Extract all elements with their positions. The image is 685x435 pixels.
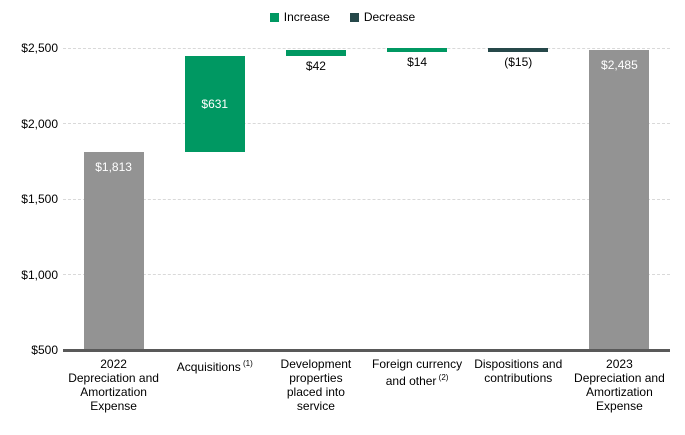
footnote-marker: (1) [240, 359, 253, 368]
footnote-marker: (2) [436, 373, 449, 382]
chart-legend: Increase Decrease [0, 10, 685, 24]
increase-swatch-icon [269, 12, 279, 22]
y-axis-tick-label: $1,000 [21, 267, 58, 282]
decrease-swatch-icon [349, 12, 359, 22]
bar-2-increase [184, 56, 245, 152]
gridline-1500 [63, 198, 670, 200]
gridline-2000 [63, 123, 670, 124]
bar-value-label: $2,485 [601, 58, 638, 73]
x-axis-category-label: Foreign currency and other (2) [372, 357, 463, 388]
bar-3-increase [285, 50, 346, 57]
x-axis-line [63, 348, 670, 352]
bar-1-neutral [83, 151, 144, 350]
bar-value-label: $14 [407, 55, 428, 69]
y-axis-tick-label: $1,500 [21, 192, 58, 206]
legend-item-increase: Increase [269, 10, 330, 24]
bar-value-label: $631 [201, 97, 229, 112]
legend-label: Decrease [363, 10, 416, 24]
x-axis-category-label: 2022 Depreciation and Amortization Expense [68, 357, 159, 413]
gridline-2500 [63, 47, 670, 49]
bar-value-label: ($15) [504, 55, 533, 69]
gridline-1000 [63, 274, 670, 275]
bar-value-label: $42 [305, 59, 326, 74]
x-axis-category-label: 2023 Depreciation and Amortization Expense [574, 357, 665, 413]
bar-5-decrease [488, 48, 549, 52]
bar-4-increase [387, 48, 448, 52]
bar-value-label: $1,813 [95, 159, 132, 174]
y-axis-tick-label: $2,500 [21, 41, 58, 55]
bar-6-neutral [589, 50, 650, 350]
y-axis-tick-label: $500 [31, 343, 58, 357]
x-axis-category-label: Dispositions and contributions [474, 357, 563, 385]
x-axis-category-label: Acquisitions (1) [176, 359, 253, 374]
x-axis-category-label: Development properties placed into service [280, 357, 352, 413]
y-axis-tick-label: $2,000 [21, 116, 58, 131]
legend-label: Increase [283, 10, 330, 24]
legend-item-decrease: Decrease [349, 10, 416, 24]
